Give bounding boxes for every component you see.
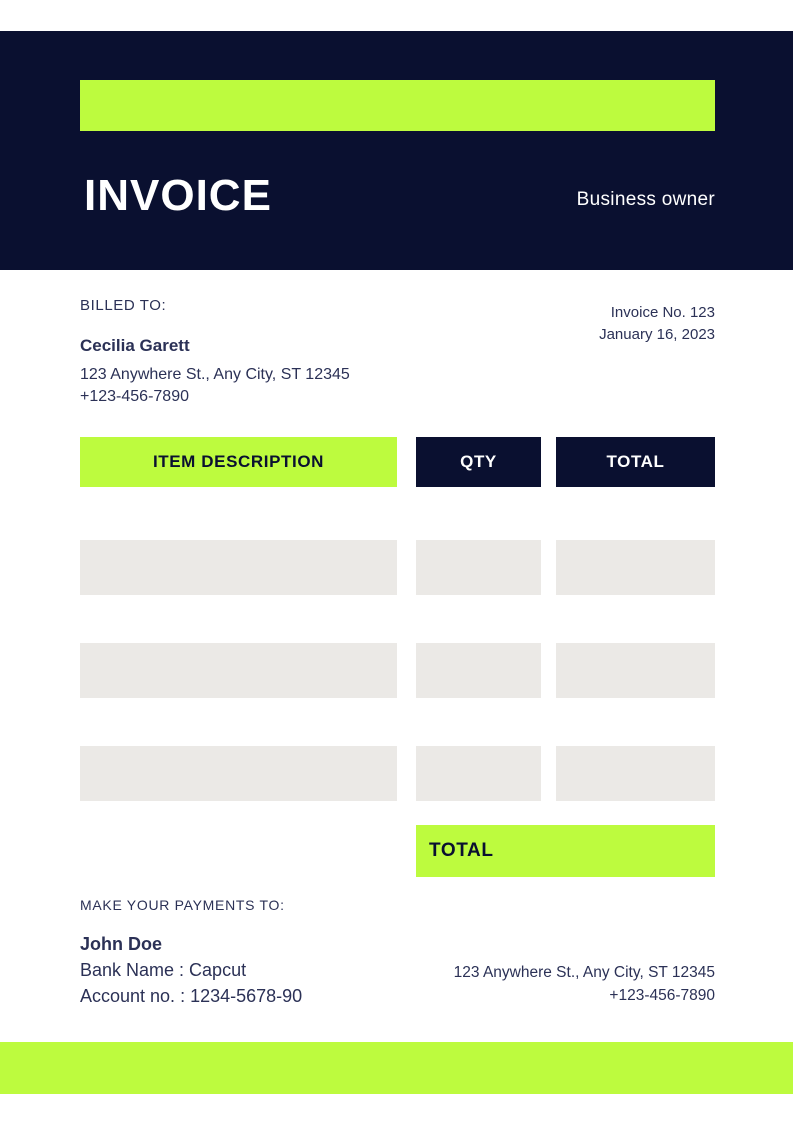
invoice-meta: Invoice No. 123 January 16, 2023 [599,302,715,346]
table-row [80,540,715,595]
header-banner: INVOICE Business owner [0,31,793,270]
billed-to-label: BILLED TO: [80,297,167,314]
column-header-item-description: ITEM DESCRIPTION [80,437,397,487]
row-cell-total [556,540,715,595]
footer-phone: +123-456-7890 [609,987,715,1004]
invoice-date: January 16, 2023 [599,326,715,343]
table-row [80,643,715,698]
row-cell-total [556,746,715,801]
row-cell-qty [416,540,541,595]
row-cell-qty [416,643,541,698]
row-cell-total [556,643,715,698]
row-cell-description [80,746,397,801]
row-cell-qty [416,746,541,801]
table-header-row: ITEM DESCRIPTION QTY TOTAL [80,437,715,487]
account-number: Account no. : 1234-5678-90 [80,986,303,1006]
total-bar: TOTAL [416,825,715,877]
client-name: Cecilia Garett [80,336,190,355]
client-address: 123 Anywhere St., Any City, ST 12345 [80,366,350,383]
table-row [80,746,715,801]
invoice-number: Invoice No. 123 [610,304,715,321]
footer-contact: 123 Anywhere St., Any City, ST 12345 +12… [454,961,715,1007]
invoice-title: INVOICE [84,171,272,220]
column-header-qty: QTY [416,437,541,487]
header-accent-stripe [80,80,715,131]
total-label: TOTAL [429,840,494,861]
payment-label: MAKE YOUR PAYMENTS TO: [80,897,285,913]
business-owner-label: Business owner [576,189,715,210]
payment-section: MAKE YOUR PAYMENTS TO: John Doe Bank Nam… [80,897,440,1009]
client-phone: +123-456-7890 [80,388,189,405]
row-cell-description [80,540,397,595]
billed-to-section: BILLED TO: Cecilia Garett 123 Anywhere S… [80,297,420,408]
footer-address: 123 Anywhere St., Any City, ST 12345 [453,964,715,981]
column-header-total: TOTAL [556,437,715,487]
row-cell-description [80,643,397,698]
payee-name: John Doe [80,934,163,954]
footer-accent-bar [0,1042,793,1094]
bank-name: Bank Name : Capcut [80,960,247,980]
